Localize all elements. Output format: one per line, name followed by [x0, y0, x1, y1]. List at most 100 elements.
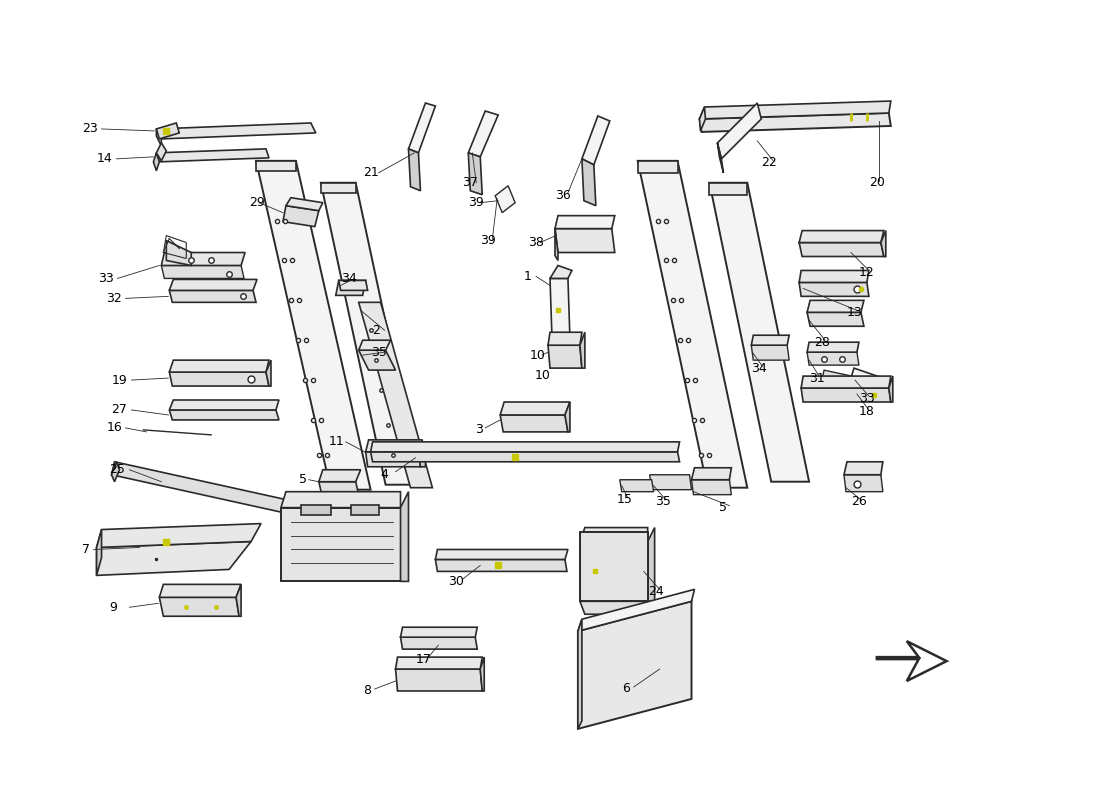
Text: 26: 26 — [851, 495, 867, 508]
Polygon shape — [169, 372, 270, 386]
Polygon shape — [351, 505, 378, 514]
Text: 35: 35 — [654, 495, 671, 508]
Polygon shape — [556, 229, 558, 261]
Polygon shape — [700, 101, 891, 119]
Polygon shape — [582, 116, 609, 165]
Polygon shape — [301, 505, 331, 514]
Text: 20: 20 — [869, 176, 884, 190]
Polygon shape — [700, 107, 705, 131]
Polygon shape — [359, 302, 432, 488]
Polygon shape — [169, 360, 270, 372]
Polygon shape — [580, 531, 648, 602]
Polygon shape — [266, 360, 271, 386]
Polygon shape — [821, 370, 861, 392]
Polygon shape — [436, 559, 566, 571]
Polygon shape — [556, 229, 615, 253]
Polygon shape — [283, 206, 319, 226]
Polygon shape — [97, 542, 251, 575]
Text: 30: 30 — [449, 575, 464, 588]
Polygon shape — [111, 462, 309, 518]
Text: 11: 11 — [329, 435, 344, 448]
Polygon shape — [548, 345, 582, 368]
Polygon shape — [844, 462, 883, 474]
Polygon shape — [371, 442, 680, 452]
Polygon shape — [807, 342, 859, 352]
Polygon shape — [500, 415, 568, 432]
Polygon shape — [500, 402, 570, 415]
Polygon shape — [638, 161, 678, 173]
Text: 23: 23 — [81, 122, 98, 135]
Text: 24: 24 — [648, 585, 663, 598]
Text: 7: 7 — [81, 543, 89, 556]
Text: 5: 5 — [719, 501, 727, 514]
Polygon shape — [710, 182, 810, 482]
Text: 36: 36 — [556, 190, 571, 202]
Polygon shape — [578, 619, 582, 729]
Polygon shape — [548, 332, 582, 345]
Text: 32: 32 — [107, 292, 122, 305]
Polygon shape — [169, 290, 256, 302]
Text: 16: 16 — [107, 422, 122, 434]
Text: 12: 12 — [859, 266, 874, 279]
Polygon shape — [156, 143, 166, 161]
Polygon shape — [556, 216, 615, 229]
Polygon shape — [710, 182, 747, 194]
Polygon shape — [97, 530, 101, 575]
Polygon shape — [319, 470, 361, 482]
Polygon shape — [236, 584, 241, 616]
Polygon shape — [359, 350, 396, 370]
Text: 15: 15 — [617, 493, 632, 506]
Polygon shape — [166, 241, 191, 266]
Text: 34: 34 — [341, 272, 356, 285]
Polygon shape — [256, 161, 296, 170]
Polygon shape — [578, 602, 692, 729]
Polygon shape — [799, 270, 869, 282]
Text: 33: 33 — [99, 272, 114, 285]
Polygon shape — [799, 230, 883, 242]
Polygon shape — [580, 602, 648, 614]
Polygon shape — [580, 332, 585, 368]
Polygon shape — [877, 641, 947, 681]
Text: 22: 22 — [761, 156, 777, 170]
Polygon shape — [801, 388, 891, 402]
Text: 2: 2 — [373, 324, 381, 337]
Text: 13: 13 — [847, 306, 862, 319]
Text: 37: 37 — [462, 176, 478, 190]
Text: 39: 39 — [481, 234, 496, 247]
Polygon shape — [319, 482, 359, 494]
Polygon shape — [280, 492, 400, 508]
Polygon shape — [889, 376, 893, 402]
Polygon shape — [97, 523, 261, 547]
Polygon shape — [692, 480, 732, 494]
Polygon shape — [160, 584, 241, 598]
Polygon shape — [408, 149, 420, 190]
Polygon shape — [844, 474, 883, 492]
Polygon shape — [619, 480, 653, 492]
Polygon shape — [286, 198, 322, 210]
Polygon shape — [321, 182, 355, 193]
Polygon shape — [481, 657, 484, 691]
Text: 14: 14 — [97, 152, 112, 166]
Text: 5: 5 — [299, 474, 307, 486]
Polygon shape — [156, 149, 270, 162]
Polygon shape — [365, 440, 422, 452]
Polygon shape — [692, 468, 732, 480]
Polygon shape — [751, 335, 789, 345]
Polygon shape — [807, 300, 864, 312]
Polygon shape — [807, 352, 859, 365]
Text: 25: 25 — [110, 463, 125, 476]
Text: 39: 39 — [469, 196, 484, 209]
Text: 18: 18 — [859, 406, 874, 418]
Text: 21: 21 — [363, 166, 378, 179]
Text: 9: 9 — [110, 601, 118, 614]
Text: 4: 4 — [381, 468, 388, 482]
Text: 10: 10 — [530, 349, 546, 362]
Polygon shape — [495, 186, 515, 213]
Text: 1: 1 — [524, 270, 532, 283]
Polygon shape — [111, 462, 120, 482]
Polygon shape — [799, 282, 869, 296]
Polygon shape — [801, 376, 891, 388]
Polygon shape — [580, 527, 648, 542]
Polygon shape — [336, 281, 365, 295]
Polygon shape — [717, 103, 761, 159]
